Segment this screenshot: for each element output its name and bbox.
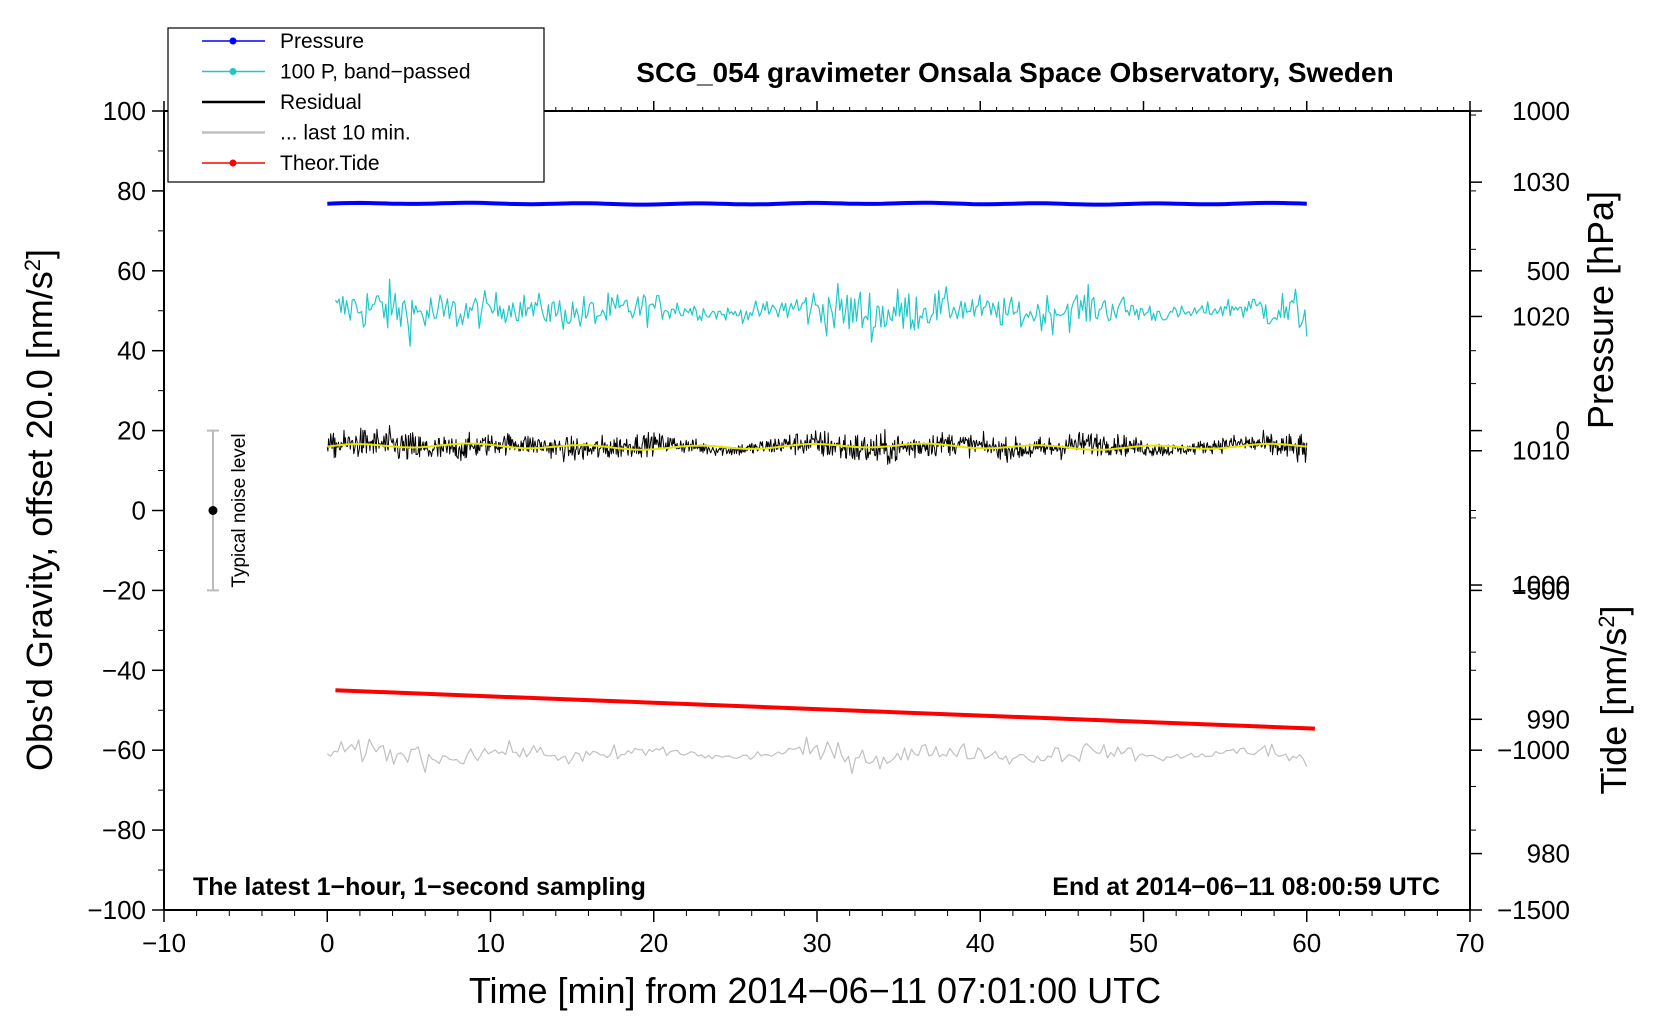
legend-label: Theor.Tide xyxy=(280,152,380,175)
y-axis-title: Obs'd Gravity, offset 20.0 [nm/s2] xyxy=(19,249,60,771)
legend-box xyxy=(167,27,545,183)
y-tick-label: 80 xyxy=(117,176,146,206)
y-tick-label: −80 xyxy=(102,815,146,845)
tide-tick-label: 500 xyxy=(1527,256,1570,286)
y-tick-label: −20 xyxy=(102,575,146,605)
plot-frame xyxy=(163,110,1471,911)
axis-ticks: −10 0 10 20 30 40 50 60 70−100−80−60−40−20020406… xyxy=(87,96,1570,958)
y-tick-label: 100 xyxy=(103,96,146,126)
noise-bar-center xyxy=(208,506,218,515)
legend-label: Residual xyxy=(280,91,362,114)
tide-tick-label: −500 xyxy=(1511,575,1570,605)
y-tick-label: −40 xyxy=(102,655,146,685)
y-tick-label: 20 xyxy=(117,416,146,446)
legend-label: ... last 10 min. xyxy=(280,122,411,145)
data-series xyxy=(326,200,1315,775)
pressure-tick-label: 1010 xyxy=(1512,436,1570,466)
x-tick-label: 0 xyxy=(320,928,334,958)
tide-tick-label: 0 xyxy=(1556,416,1570,446)
series-residual xyxy=(326,425,1308,465)
x-axis-title: Time [min] from 2014−06−11 07:01:00 UTC xyxy=(469,970,1161,1011)
tide-tick-label: −1000 xyxy=(1497,735,1570,765)
x-tick-label: 10 xyxy=(476,928,505,958)
tide-tick-label: 1000 xyxy=(1512,96,1570,126)
x-tick-label: 50 xyxy=(1129,928,1158,958)
legend-marker xyxy=(229,37,237,45)
legend: Pressure 100 P, band−passed Residual ... la… xyxy=(167,27,545,183)
series-last-10-min xyxy=(326,736,1308,775)
pressure-tick-label: 980 xyxy=(1527,839,1570,869)
y-tick-label: −60 xyxy=(102,735,146,765)
tide-tick-label: −1500 xyxy=(1497,895,1570,925)
end-time-annotation: End at 2014−06−11 08:00:59 UTC xyxy=(1052,873,1440,901)
legend-label: Pressure xyxy=(280,30,364,53)
noise-bar-label: Typical noise level xyxy=(229,433,250,587)
series-pressure xyxy=(327,200,1307,207)
series-theor-tide xyxy=(335,688,1315,731)
x-tick-label: 70 xyxy=(1456,928,1485,958)
tide-axis-title: Tide [nm/s2] xyxy=(1593,606,1634,795)
y-tick-label: 0 xyxy=(132,496,146,526)
y-tick-label: 40 xyxy=(117,336,146,366)
x-tick-label: −10 xyxy=(142,928,186,958)
legend-label: 100 P, band−passed xyxy=(280,61,471,84)
pressure-tick-label: 1030 xyxy=(1512,167,1570,197)
pressure-tick-label: 990 xyxy=(1527,704,1570,734)
x-tick-label: 40 xyxy=(966,928,995,958)
pressure-tick-label: 1020 xyxy=(1512,301,1570,331)
sampling-annotation: The latest 1−hour, 1−second sampling xyxy=(193,873,646,901)
legend-marker xyxy=(229,68,237,75)
y-tick-label: −100 xyxy=(87,895,146,925)
noise-level-indicator: Typical noise level xyxy=(206,429,250,592)
legend-marker xyxy=(229,159,237,167)
pressure-axis-title: Pressure [hPa] xyxy=(1580,191,1621,429)
x-tick-label: 30 xyxy=(803,928,832,958)
x-tick-label: 60 xyxy=(1292,928,1321,958)
pressure-tick-label: 1000 xyxy=(1512,570,1570,600)
series-100-p-band-passed xyxy=(334,278,1308,347)
y-tick-label: 60 xyxy=(117,256,146,286)
series-residual-smoothed xyxy=(327,442,1307,451)
chart-title: SCG_054 gravimeter Onsala Space Observat… xyxy=(636,57,1393,88)
x-tick-label: 20 xyxy=(639,928,668,958)
